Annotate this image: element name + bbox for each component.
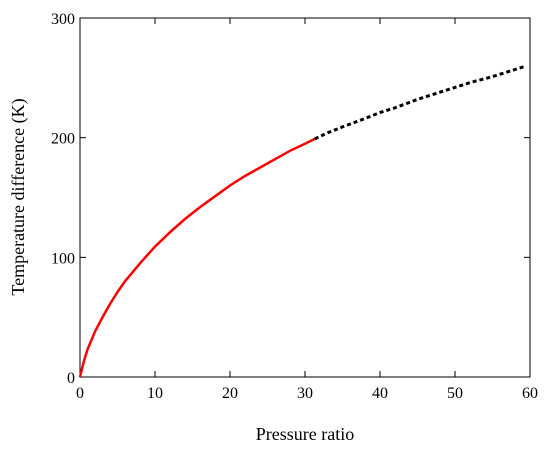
x-tick-label: 20 xyxy=(222,385,238,402)
y-axis-label: Temperature difference (K) xyxy=(8,98,29,295)
y-tick-label: 100 xyxy=(51,250,75,267)
x-tick-label: 50 xyxy=(447,385,463,402)
y-tick-label: 300 xyxy=(51,11,75,28)
series-line-solid xyxy=(78,137,316,378)
series-line-dashed xyxy=(314,64,527,141)
x-tick-label: 0 xyxy=(76,385,84,402)
y-tick-label: 0 xyxy=(67,370,75,387)
x-axis-label: Pressure ratio xyxy=(256,424,354,444)
series-group xyxy=(78,64,527,378)
x-tick-label: 30 xyxy=(297,385,313,402)
x-tick-label: 60 xyxy=(522,385,538,402)
y-tick-label: 200 xyxy=(51,131,75,148)
ticks-group: 0 10 20 30 40 50 60 0 100 200 300 xyxy=(51,11,538,402)
x-tick-label: 10 xyxy=(147,385,163,402)
plot-frame xyxy=(79,17,531,378)
x-tick-label: 40 xyxy=(372,385,388,402)
